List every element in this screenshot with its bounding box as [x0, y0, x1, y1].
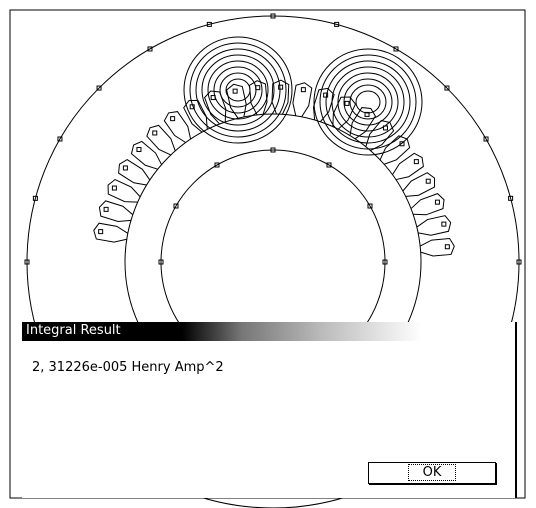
- slot: [164, 112, 190, 143]
- node: [171, 117, 175, 121]
- flux-contour: [190, 43, 286, 137]
- flux-contour: [338, 73, 398, 131]
- title-bar: Integral Result: [22, 322, 422, 341]
- flux-contour: [350, 85, 386, 119]
- slot: [119, 160, 150, 185]
- node: [279, 85, 283, 89]
- slot: [393, 153, 424, 179]
- node: [99, 230, 103, 234]
- node: [435, 200, 439, 204]
- flux-contour: [356, 91, 380, 113]
- node: [345, 101, 349, 105]
- dialog-title: Integral Result: [26, 323, 121, 338]
- node: [233, 89, 237, 93]
- node: [442, 222, 446, 226]
- slot: [184, 100, 208, 132]
- flux-contour: [332, 67, 404, 137]
- node: [426, 179, 430, 183]
- node: [104, 207, 108, 211]
- node: [301, 88, 305, 92]
- ok-label: OK: [408, 464, 457, 481]
- node: [112, 186, 116, 190]
- flux-contour: [344, 79, 392, 125]
- app-window: Integral Result 2, 31226e-005 Henry Amp^…: [0, 0, 536, 508]
- node: [137, 148, 141, 152]
- flux-contour: [220, 73, 256, 107]
- node: [445, 245, 449, 249]
- flux-contour: [202, 55, 274, 125]
- node: [123, 166, 127, 170]
- flux-contour: [320, 55, 416, 149]
- integral-result-dialog: Integral Result 2, 31226e-005 Henry Amp^…: [22, 322, 517, 498]
- node: [414, 160, 418, 164]
- flux-contour: [184, 37, 292, 143]
- node: [153, 131, 157, 135]
- result-text: 2, 31226e-005 Henry Amp^2: [32, 360, 224, 375]
- flux-contour: [226, 79, 250, 101]
- slot: [403, 173, 435, 197]
- ok-button[interactable]: OK: [368, 462, 496, 484]
- flux-contour: [214, 67, 262, 113]
